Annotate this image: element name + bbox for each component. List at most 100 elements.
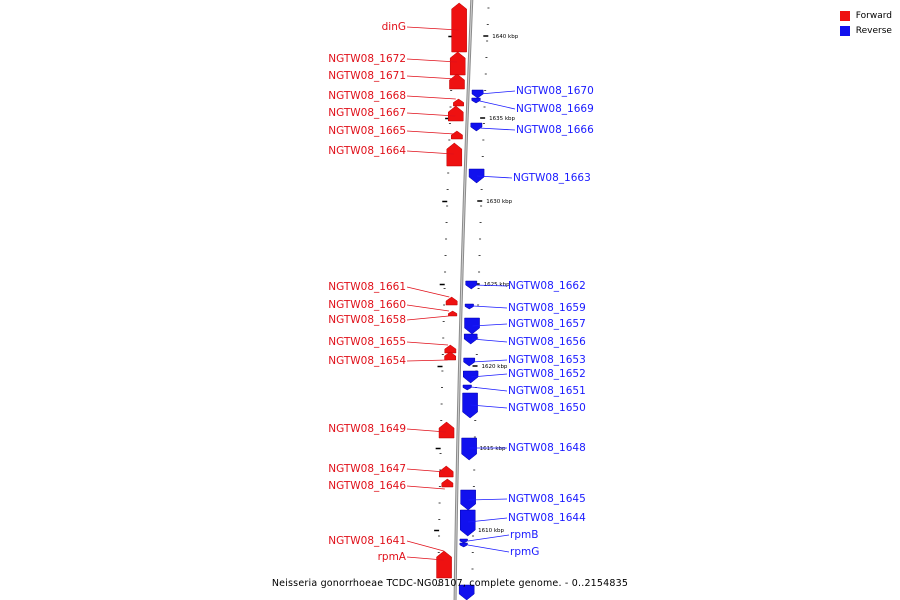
forward-gene-arrow[interactable] xyxy=(436,550,452,579)
leader-line xyxy=(477,175,513,179)
gene-label-ngtw08-1652[interactable]: NGTW08_1652 xyxy=(508,368,586,380)
gene-label-rpmg[interactable]: rpmG xyxy=(510,546,539,558)
gene-label-ngtw08-1658[interactable]: NGTW08_1658 xyxy=(328,314,406,326)
gene-label-ding[interactable]: dinG xyxy=(382,21,406,33)
leader-line xyxy=(406,26,459,31)
leader-line xyxy=(406,540,444,552)
legend-reverse: Reverse xyxy=(839,23,892,38)
forward-gene-arrow[interactable] xyxy=(441,478,454,488)
gene-label-ngtw08-1668[interactable]: NGTW08_1668 xyxy=(328,90,406,102)
forward-gene-arrow[interactable] xyxy=(448,105,464,122)
reverse-gene-arrow[interactable] xyxy=(462,370,479,384)
gene-label-ngtw08-1670[interactable]: NGTW08_1670 xyxy=(516,85,594,97)
reverse-gene-arrow[interactable] xyxy=(471,97,481,104)
gene-label-ngtw08-1662[interactable]: NGTW08_1662 xyxy=(508,280,586,292)
gene-label-ngtw08-1653[interactable]: NGTW08_1653 xyxy=(508,354,586,366)
reverse-gene-arrow[interactable] xyxy=(459,538,468,544)
reverse-gene-arrow[interactable] xyxy=(463,357,476,367)
leader-line xyxy=(406,556,444,561)
gene-label-ngtw08-1646[interactable]: NGTW08_1646 xyxy=(328,480,406,492)
gene-label-rpma[interactable]: rpmA xyxy=(378,551,407,563)
reverse-gene-arrow[interactable] xyxy=(464,303,474,310)
scale-ticks-layer: 1640 kbp 1635 kbp 1630 kbp 1625 kbp 1620 kbp… xyxy=(434,7,519,586)
legend-forward-label: Forward xyxy=(855,10,892,21)
leader-line xyxy=(468,498,508,501)
leader-line xyxy=(472,323,508,327)
gene-label-ngtw08-1641[interactable]: NGTW08_1641 xyxy=(328,535,406,547)
forward-gene-arrow[interactable] xyxy=(445,296,458,306)
map-caption: Neisseria gonorrhoeae TCDC-NG08107, comp… xyxy=(271,578,629,589)
gene-label-ngtw08-1663[interactable]: NGTW08_1663 xyxy=(513,172,591,184)
gene-features-layer xyxy=(436,2,485,600)
gene-label-ngtw08-1655[interactable]: NGTW08_1655 xyxy=(328,336,406,348)
reverse-gene-arrow[interactable] xyxy=(468,168,485,184)
scale-tick-label: 1615 kbp xyxy=(480,446,506,452)
reverse-gene-arrow[interactable] xyxy=(463,333,478,345)
gene-label-ngtw08-1661[interactable]: NGTW08_1661 xyxy=(328,281,406,293)
leader-line xyxy=(467,534,510,542)
forward-gene-arrow[interactable] xyxy=(451,2,467,53)
gene-label-ngtw08-1666[interactable]: NGTW08_1666 xyxy=(516,124,594,136)
leader-line xyxy=(470,404,508,409)
leader-line xyxy=(406,58,458,63)
leader-line xyxy=(406,304,450,312)
gene-label-ngtw08-1669[interactable]: NGTW08_1669 xyxy=(516,103,594,115)
leader-line xyxy=(479,90,516,95)
gene-label-ngtw08-1651[interactable]: NGTW08_1651 xyxy=(508,385,586,397)
scale-tick-label: 1640 kbp xyxy=(492,34,518,40)
gene-label-rpmb[interactable]: rpmB xyxy=(510,529,538,541)
gene-label-ngtw08-1647[interactable]: NGTW08_1647 xyxy=(328,463,406,475)
reverse-gene-arrow[interactable] xyxy=(461,437,477,461)
leader-line xyxy=(473,305,508,309)
forward-gene-arrow[interactable] xyxy=(446,142,463,167)
scale-tick-label: 1620 kbp xyxy=(482,364,508,370)
gene-label-ngtw08-1659[interactable]: NGTW08_1659 xyxy=(508,302,586,314)
gene-label-ngtw08-1648[interactable]: NGTW08_1648 xyxy=(508,442,586,454)
leader-line xyxy=(406,341,449,346)
leader-line xyxy=(406,112,456,117)
gene-label-ngtw08-1644[interactable]: NGTW08_1644 xyxy=(508,512,586,524)
forward-gene-arrow[interactable] xyxy=(453,98,464,107)
scale-tick-label: 1630 kbp xyxy=(486,199,512,205)
forward-gene-arrow[interactable] xyxy=(439,465,454,478)
leader-line xyxy=(406,286,450,298)
gene-label-ngtw08-1657[interactable]: NGTW08_1657 xyxy=(508,318,586,330)
forward-gene-arrow[interactable] xyxy=(444,351,457,361)
gene-label-ngtw08-1650[interactable]: NGTW08_1650 xyxy=(508,402,586,414)
gene-label-ngtw08-1664[interactable]: NGTW08_1664 xyxy=(328,145,406,157)
leader-line xyxy=(406,359,448,362)
reverse-gene-arrow[interactable] xyxy=(459,509,476,537)
reverse-gene-arrow[interactable] xyxy=(462,392,478,419)
forward-gene-arrow[interactable] xyxy=(449,73,465,90)
leader-line xyxy=(471,373,508,378)
forward-gene-arrow[interactable] xyxy=(438,421,455,439)
forward-gene-arrow[interactable] xyxy=(449,51,466,76)
leader-line xyxy=(406,428,447,433)
reverse-gene-arrow[interactable] xyxy=(465,280,478,290)
gene-label-ngtw08-1667[interactable]: NGTW08_1667 xyxy=(328,107,406,119)
leader-line xyxy=(406,75,457,80)
reverse-gene-arrow[interactable] xyxy=(459,542,468,548)
leader-line xyxy=(406,95,456,100)
gene-label-ngtw08-1656[interactable]: NGTW08_1656 xyxy=(508,336,586,348)
leader-line xyxy=(467,544,510,553)
reverse-gene-arrow[interactable] xyxy=(471,89,484,99)
reverse-gene-arrow[interactable] xyxy=(460,489,476,511)
gene-label-ngtw08-1654[interactable]: NGTW08_1654 xyxy=(328,355,406,367)
reverse-gene-arrow[interactable] xyxy=(464,317,480,335)
forward-swatch xyxy=(839,10,850,21)
reverse-gene-arrow[interactable] xyxy=(470,122,483,132)
leader-line xyxy=(479,100,516,110)
gene-label-ngtw08-1665[interactable]: NGTW08_1665 xyxy=(328,125,406,137)
gene-label-ngtw08-1649[interactable]: NGTW08_1649 xyxy=(328,423,406,435)
reverse-gene-arrow[interactable] xyxy=(458,584,475,600)
gene-label-ngtw08-1672[interactable]: NGTW08_1672 xyxy=(328,53,406,65)
gene-label-ngtw08-1645[interactable]: NGTW08_1645 xyxy=(508,493,586,505)
forward-gene-arrow[interactable] xyxy=(451,130,463,140)
gene-label-ngtw08-1671[interactable]: NGTW08_1671 xyxy=(328,70,406,82)
forward-gene-arrow[interactable] xyxy=(448,310,458,317)
reverse-swatch xyxy=(839,25,850,36)
reverse-gene-arrow[interactable] xyxy=(462,384,472,391)
forward-gene-arrow[interactable] xyxy=(444,344,457,354)
gene-label-ngtw08-1660[interactable]: NGTW08_1660 xyxy=(328,299,406,311)
